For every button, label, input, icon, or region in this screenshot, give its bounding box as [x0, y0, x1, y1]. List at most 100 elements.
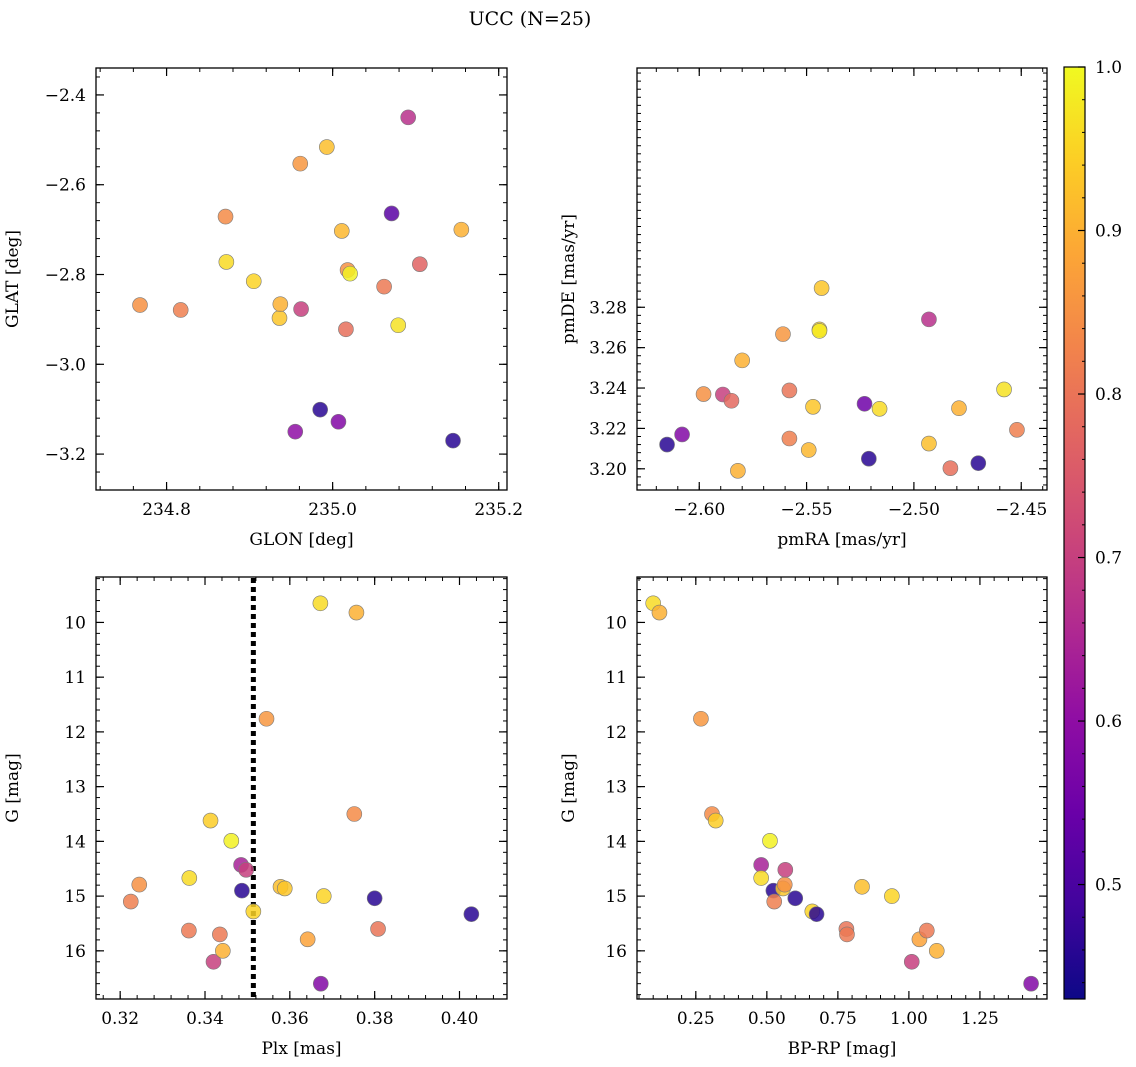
data-point: [1023, 975, 1039, 992]
x-tick-label: −2.50: [888, 500, 940, 520]
data-point: [884, 888, 900, 904]
y-tick-label: 3.26: [589, 339, 627, 359]
data-point: [348, 604, 365, 621]
data-point: [781, 382, 798, 399]
y-tick-label: −3.2: [45, 445, 86, 465]
data-point: [276, 880, 293, 897]
data-point: [861, 450, 877, 467]
y-tick-label: 14: [64, 832, 86, 852]
y-tick-label: 13: [605, 778, 627, 798]
data-points: [132, 109, 470, 449]
y-tick-label: −2.6: [45, 176, 86, 196]
data-point: [383, 205, 400, 222]
x-axis-label: GLON [deg]: [249, 530, 353, 550]
major-ticks: [637, 577, 1047, 999]
data-point: [921, 435, 937, 452]
x-tick-label: 0.50: [748, 1009, 786, 1029]
y-tick-label: 13: [64, 778, 86, 798]
panel-glon-glat: 234.8 235.0 235.2 −3.2 −3.0 −2.8 −2.6 −2.4 GLON …: [3, 67, 523, 550]
y-tick-label: 15: [605, 887, 627, 907]
x-tick-label: 1.25: [961, 1009, 999, 1029]
axes-frame: [95, 67, 508, 491]
data-point: [245, 273, 262, 290]
major-ticks: [96, 68, 507, 490]
data-point: [366, 890, 383, 907]
data-point: [942, 460, 959, 476]
colorbar-tick-label: 0.5: [1095, 876, 1122, 896]
y-tick-label: 12: [64, 723, 86, 743]
y-tick-label: 3.24: [589, 379, 627, 399]
data-point: [1009, 422, 1025, 438]
data-point: [132, 297, 148, 313]
data-point: [730, 463, 746, 479]
y-tick-label: 3.20: [589, 460, 627, 480]
y-tick-label: 3.22: [589, 419, 627, 439]
data-point: [651, 604, 668, 621]
y-axis-label: G [mag]: [559, 753, 579, 822]
colorbar-tick-label: 1.0: [1095, 58, 1122, 78]
colorbar-gradient: [1063, 66, 1086, 1000]
data-point: [312, 401, 328, 418]
data-point: [777, 862, 794, 878]
data-point: [287, 423, 304, 440]
data-point: [293, 301, 309, 317]
data-point: [312, 595, 329, 612]
y-tick-label: 10: [605, 613, 627, 633]
data-point: [202, 812, 219, 829]
data-point: [766, 893, 783, 910]
y-tick-label: 3.28: [589, 298, 627, 318]
data-point: [181, 870, 198, 886]
y-tick-label: 12: [605, 723, 627, 743]
data-point: [928, 943, 945, 959]
axes-frame: [95, 576, 508, 1000]
data-point: [775, 326, 791, 342]
data-point: [205, 953, 222, 970]
colorbar-tick-label: 0.8: [1095, 385, 1122, 405]
axes-frame: [636, 576, 1048, 1000]
y-axis-label: GLAT [deg]: [3, 230, 23, 328]
data-point: [245, 903, 262, 920]
data-point: [272, 296, 289, 312]
x-tick-label: −2.55: [781, 500, 833, 520]
y-tick-label: 10: [64, 613, 86, 633]
x-tick-label: 0.34: [186, 1009, 224, 1029]
y-tick-label: 15: [64, 887, 86, 907]
data-point: [800, 442, 817, 458]
colorbar-tick-label: 0.7: [1095, 549, 1122, 569]
major-ticks: [637, 68, 1047, 490]
data-point: [333, 223, 350, 239]
data-point: [131, 876, 148, 893]
y-tick-label: 14: [605, 832, 627, 852]
colorbar-tick-label: 0.9: [1095, 222, 1122, 242]
x-tick-label: 1.00: [890, 1009, 928, 1029]
axes-frame: [636, 67, 1048, 491]
figure-title: UCC (N=25): [468, 8, 592, 30]
minor-ticks: [637, 68, 1047, 490]
y-tick-label: 16: [64, 942, 86, 962]
x-tick-label: 235.2: [474, 500, 523, 520]
data-point: [330, 413, 347, 430]
data-point: [970, 455, 987, 471]
data-point: [734, 352, 750, 369]
data-point: [693, 710, 709, 727]
data-point: [996, 381, 1012, 398]
data-point: [338, 321, 354, 338]
data-point: [951, 400, 967, 417]
data-point: [181, 922, 197, 939]
data-point: [218, 254, 235, 270]
colorbar-tick-label: 0.6: [1095, 712, 1122, 732]
data-point: [813, 280, 830, 296]
panel-pmra-pmde: −2.60 −2.55 −2.50 −2.45 3.20 3.22 3.24 3.26 3.28…: [559, 67, 1048, 550]
x-axis-label: BP-RP [mag]: [788, 1039, 897, 1059]
major-ticks: [96, 577, 507, 999]
colorbar: 0.5 0.6 0.7 0.8 0.9 1.0: [1063, 58, 1122, 1000]
data-point: [400, 109, 416, 126]
data-points: [659, 280, 1025, 479]
data-points: [122, 595, 480, 992]
data-point: [453, 221, 470, 238]
data-point: [781, 430, 798, 447]
x-tick-label: 0.36: [271, 1009, 309, 1029]
data-point: [808, 906, 825, 922]
